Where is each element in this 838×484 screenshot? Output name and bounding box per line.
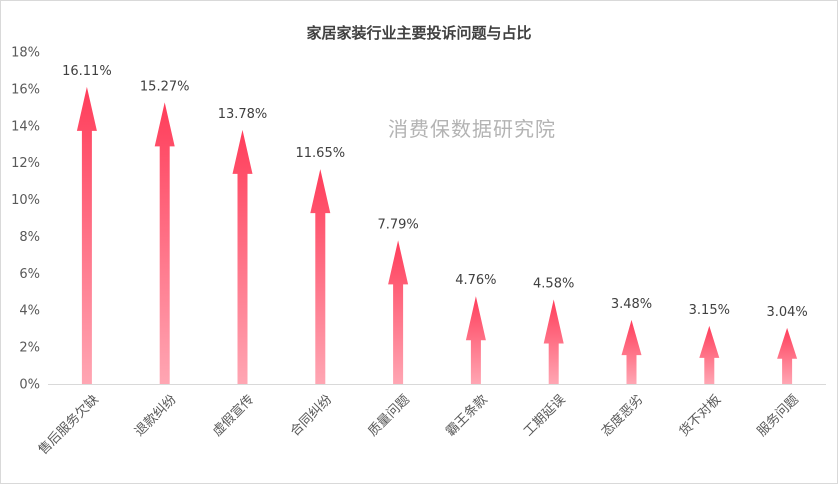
y-tick-label: 16%: [11, 82, 40, 97]
data-label: 3.48%: [611, 297, 652, 312]
arrow-bar: [388, 240, 409, 384]
arrow-bar: [465, 296, 486, 384]
arrow-bar: [777, 327, 798, 384]
data-label: 13.78%: [218, 107, 268, 122]
arrow-bar: [76, 86, 97, 385]
bar-series: [76, 86, 798, 385]
arrow-bar: [621, 319, 642, 384]
arrow-bar: [310, 169, 331, 384]
data-label: 15.27%: [140, 79, 190, 94]
data-label: 4.58%: [533, 277, 574, 292]
data-label: 16.11%: [62, 64, 112, 79]
data-labels: 16.11% 15.27% 13.78% 11.65% 7.79% 4.76% 4.58% 3…: [62, 64, 808, 320]
x-tick-label: 货不对板: [676, 392, 724, 440]
chart-title: 家居家装行业主要投诉问题与占比: [306, 24, 532, 42]
y-tick-label: 18%: [11, 46, 40, 61]
x-tick-label: 合同纠纷: [288, 392, 335, 439]
arrow-bar: [154, 102, 175, 384]
data-label: 7.79%: [377, 217, 418, 232]
arrow-bar: [232, 129, 253, 384]
watermark: 消费保数据研究院: [388, 117, 556, 141]
y-tick-label: 2%: [19, 341, 40, 356]
x-axis: 售后服务欠缺 退款纠纷 虚假宣传 合同纠纷 质量问题 霸王条款 工期延误 态度恶劣 货不对板 服务…: [35, 392, 802, 458]
arrow-bar: [543, 299, 564, 384]
x-tick-label: 服务问题: [754, 392, 802, 440]
data-label: 3.15%: [689, 303, 730, 318]
x-tick-label: 售后服务欠缺: [35, 392, 101, 458]
data-label: 11.65%: [296, 146, 346, 161]
data-label: 3.04%: [766, 305, 807, 320]
y-tick-label: 12%: [11, 156, 40, 171]
y-tick-label: 14%: [11, 119, 40, 134]
y-tick-label: 10%: [11, 193, 40, 208]
arrow-bar: [699, 325, 720, 384]
y-tick-label: 0%: [19, 378, 40, 393]
x-tick-label: 工期延误: [521, 392, 568, 439]
y-tick-label: 8%: [19, 230, 40, 245]
y-axis: 0% 2% 4% 6% 8% 10% 12% 14% 16% 18%: [11, 46, 40, 393]
x-tick-label: 退款纠纷: [132, 392, 179, 439]
x-tick-label: 霸王条款: [443, 392, 491, 440]
x-tick-label: 态度恶劣: [598, 392, 646, 440]
y-tick-label: 6%: [19, 267, 40, 282]
y-tick-label: 4%: [19, 304, 40, 319]
x-tick-label: 虚假宣传: [209, 392, 257, 440]
data-label: 4.76%: [455, 273, 496, 288]
x-tick-label: 质量问题: [366, 392, 413, 439]
